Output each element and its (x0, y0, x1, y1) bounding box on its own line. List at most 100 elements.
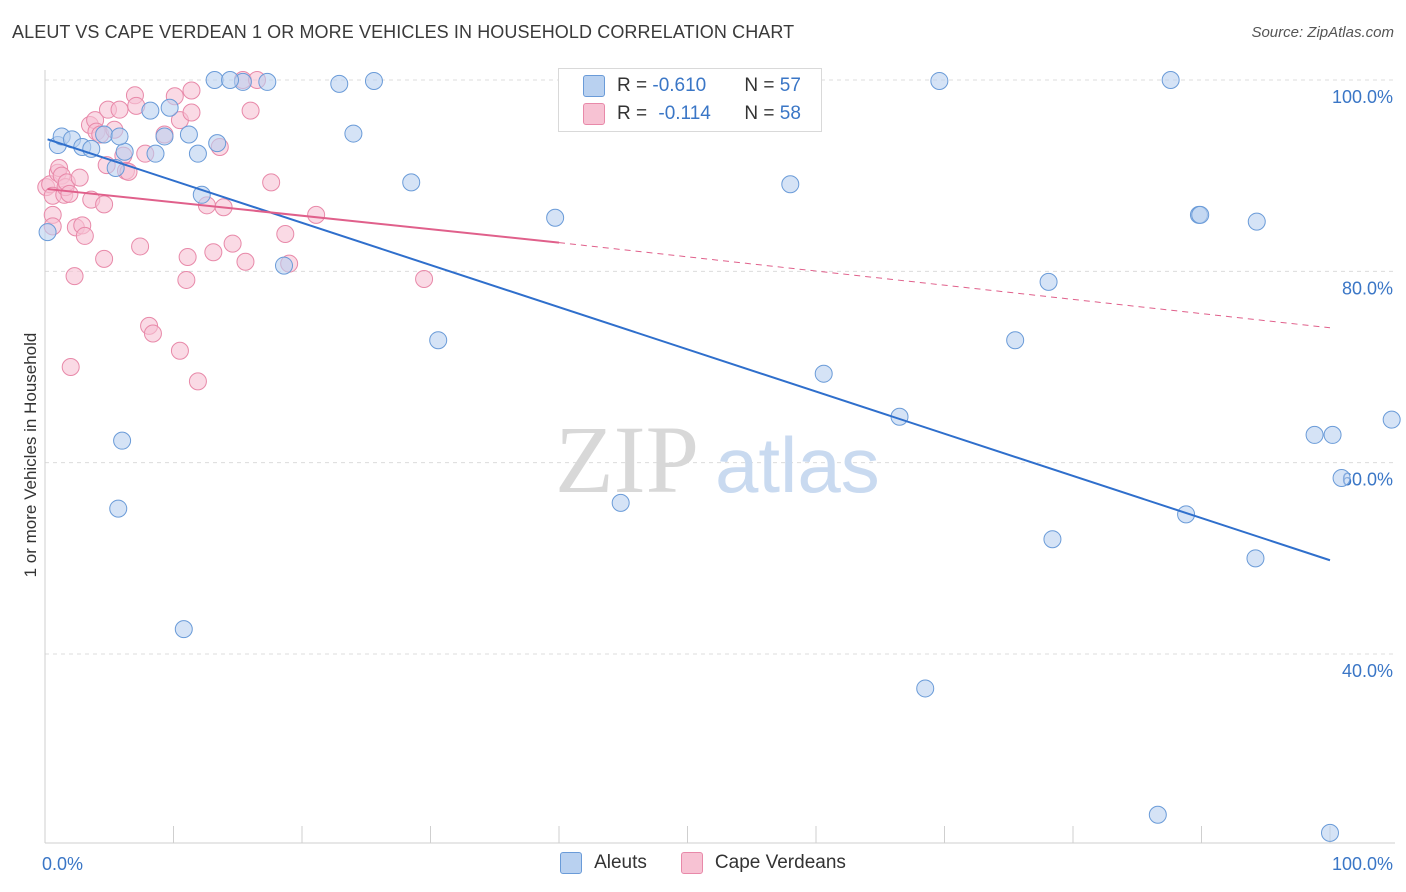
cape-n-value: 58 (779, 103, 801, 124)
aleut-point (1006, 331, 1025, 350)
series-cape-verdeans (37, 71, 434, 391)
y-axis-label: 1 or more Vehicles in Household (21, 333, 40, 578)
cape-verdean-point (65, 267, 84, 286)
x-tick-label-max: 100.0% (1332, 854, 1393, 874)
aleut-point (1161, 71, 1180, 89)
aleut-point (1323, 425, 1342, 444)
cape-verdean-point (95, 249, 114, 268)
cape-verdean-trend-extension (558, 242, 1331, 329)
cape-verdean-point (276, 225, 295, 244)
chart-source: Source: ZipAtlas.com (1251, 24, 1394, 41)
aleut-point (95, 125, 114, 144)
aleut-point (330, 74, 349, 93)
aleut-r-value: -0.610 (652, 75, 707, 96)
cape-verdean-point (70, 168, 89, 187)
aleut-point (160, 98, 179, 117)
aleut-point (781, 175, 800, 194)
cape-verdean-point (188, 372, 207, 391)
aleut-point (205, 71, 224, 89)
aleut-point (364, 71, 383, 90)
aleut-point (275, 256, 294, 275)
aleut-point (1148, 805, 1167, 824)
grid: 100.0% 80.0% 60.0% 40.0% (45, 79, 1395, 681)
aleut-point (1305, 425, 1324, 444)
aleut-point (146, 144, 165, 163)
cape-swatch (583, 103, 605, 125)
aleut-point (110, 127, 129, 146)
legend-item-cape-verdeans: Cape Verdeans (680, 852, 846, 874)
y-tick-label: 100.0% (1332, 87, 1393, 107)
aleut-point (1246, 549, 1265, 568)
cape-n-label: N = (744, 103, 780, 124)
series-legend: Aleuts Cape Verdeans (0, 852, 1406, 874)
cape-verdean-point (415, 269, 434, 288)
legend-item-aleuts: Aleuts (560, 852, 647, 874)
aleut-point (141, 101, 160, 120)
aleut-point (109, 499, 128, 518)
cape-verdean-point (236, 252, 255, 271)
aleut-trend-line (47, 138, 1331, 562)
aleut-point (113, 431, 132, 450)
aleut-point (1247, 212, 1266, 231)
cape-verdean-trend-line (47, 188, 560, 244)
cape-verdean-point (262, 173, 281, 192)
aleut-point (930, 71, 949, 90)
cape-verdean-point (204, 243, 223, 262)
watermark-zip: ZIP (555, 406, 699, 513)
axes: 0.0% 100.0% (42, 70, 1395, 874)
aleut-point (402, 173, 421, 192)
chart-title: ALEUT VS CAPE VERDEAN 1 OR MORE VEHICLES… (12, 22, 795, 42)
cape-verdean-point (182, 81, 201, 100)
trend-lines (47, 138, 1331, 562)
cape-verdean-point (170, 341, 189, 360)
cape-verdean-point (177, 270, 196, 289)
aleut-point (546, 208, 565, 227)
aleut-point (221, 71, 240, 89)
cape-verdean-point (131, 237, 150, 256)
cape-verdean-point (223, 234, 242, 253)
cape-verdean-point (95, 195, 114, 214)
aleut-point (1332, 468, 1351, 487)
y-tick-label: 40.0% (1342, 661, 1393, 681)
aleut-point (174, 620, 193, 639)
aleut-point (1382, 410, 1401, 429)
cape-verdean-point (61, 358, 80, 376)
cape-verdean-point (178, 247, 197, 266)
x-tick-label-min: 0.0% (42, 854, 83, 874)
cape-verdeans-legend-swatch (680, 852, 703, 874)
correlation-legend: R = -0.610 N = 57 R = -0.114 N = 58 (558, 68, 822, 132)
cape-verdean-point (143, 324, 162, 343)
y-tick-label: 80.0% (1342, 278, 1393, 298)
aleut-point (1191, 205, 1210, 224)
cape-verdean-point (75, 226, 94, 245)
cape-r-value: -0.114 (658, 103, 711, 124)
aleut-point (208, 134, 227, 153)
aleut-point (1043, 530, 1062, 549)
aleut-point (179, 125, 198, 144)
aleut-point (258, 72, 277, 91)
aleut-point (429, 331, 448, 350)
aleut-r-label: R = (617, 75, 653, 96)
series-aleuts (38, 71, 1401, 842)
cape-verdean-point (110, 100, 129, 119)
cape-verdean-point (241, 101, 260, 120)
aleut-point (916, 679, 935, 698)
aleut-point (814, 364, 833, 383)
watermark-atlas: atlas (715, 421, 880, 509)
legend-row-cape-verdeans: R = -0.114 N = 58 (583, 100, 801, 128)
aleut-point (1321, 823, 1339, 842)
aleut-n-value: 57 (779, 75, 801, 96)
aleut-point (115, 142, 134, 161)
aleut-point (611, 493, 630, 512)
y-tick-label: 60.0% (1342, 470, 1393, 490)
cape-verdean-point (307, 205, 326, 224)
cape-verdeans-legend-label: Cape Verdeans (714, 852, 846, 873)
aleut-point (344, 124, 363, 143)
aleuts-legend-label: Aleuts (594, 852, 647, 873)
cape-r-label: R = (617, 103, 653, 124)
aleut-point (38, 223, 57, 242)
aleut-point (188, 144, 207, 163)
aleuts-legend-swatch (560, 852, 583, 874)
aleut-n-label: N = (744, 75, 780, 96)
